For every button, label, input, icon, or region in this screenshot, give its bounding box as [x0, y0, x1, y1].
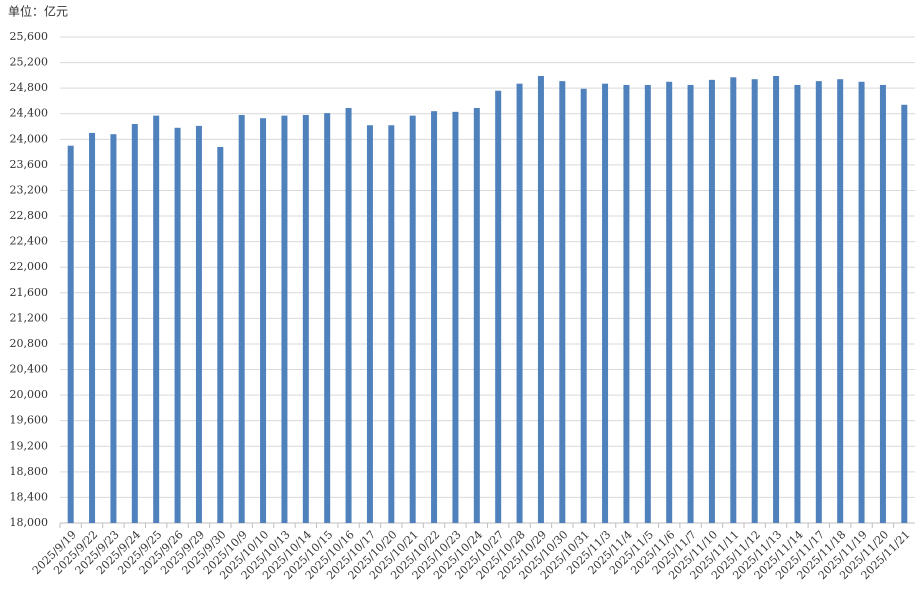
y-tick-label: 19,600	[10, 414, 49, 427]
bar	[730, 77, 737, 524]
y-tick-label: 23,200	[10, 183, 49, 196]
bar	[217, 146, 224, 523]
y-tick-label: 21,200	[10, 311, 49, 324]
y-tick-label: 18,000	[10, 516, 49, 529]
bar	[879, 84, 886, 524]
bar	[516, 83, 523, 523]
y-tick-label: 25,600	[10, 30, 49, 43]
bar	[174, 127, 181, 523]
bar	[708, 79, 715, 524]
y-tick-label: 24,400	[10, 107, 49, 120]
bar	[815, 81, 822, 523]
y-tick-label: 18,400	[10, 490, 49, 503]
y-tick-label: 20,400	[10, 363, 49, 376]
bar	[858, 81, 865, 524]
bar	[67, 145, 74, 524]
bar	[901, 104, 908, 523]
y-tick-label: 19,200	[10, 439, 49, 452]
y-tick-label: 25,200	[10, 56, 49, 69]
bar	[602, 83, 609, 523]
bar	[751, 79, 758, 523]
bar	[281, 115, 288, 523]
bar	[837, 79, 844, 523]
bar	[110, 134, 117, 523]
y-tick-label: 21,600	[10, 286, 49, 299]
y-tick-label: 22,800	[10, 209, 49, 222]
bar	[345, 107, 352, 524]
bar	[559, 81, 566, 523]
bar	[687, 84, 694, 524]
y-tick-label: 22,400	[10, 235, 49, 248]
bar	[431, 111, 438, 523]
y-tick-label: 18,800	[10, 465, 49, 478]
bar	[623, 84, 630, 524]
bar	[131, 123, 138, 524]
y-tick-label: 24,000	[10, 132, 49, 145]
bar	[366, 125, 373, 523]
y-tick-label: 23,600	[10, 158, 49, 171]
y-tick-label: 22,000	[10, 260, 49, 273]
y-tick-label: 24,800	[10, 81, 49, 94]
bar	[238, 115, 245, 523]
bar	[409, 115, 416, 523]
bar	[324, 113, 331, 524]
bar	[580, 88, 587, 524]
bar	[388, 125, 395, 523]
y-tick-label: 20,000	[10, 388, 49, 401]
bar	[302, 115, 309, 523]
bar	[260, 118, 267, 523]
bar	[153, 115, 160, 523]
bar	[473, 107, 480, 524]
bar	[452, 111, 459, 523]
bar	[644, 84, 651, 524]
bar	[794, 84, 801, 524]
bar	[537, 76, 544, 523]
bar	[195, 125, 202, 523]
y-tick-label: 20,800	[10, 337, 49, 350]
bar	[773, 76, 780, 523]
bar	[89, 132, 96, 523]
bar	[495, 90, 502, 523]
unit-label: 单位：亿元	[8, 4, 68, 19]
bar	[666, 81, 673, 524]
